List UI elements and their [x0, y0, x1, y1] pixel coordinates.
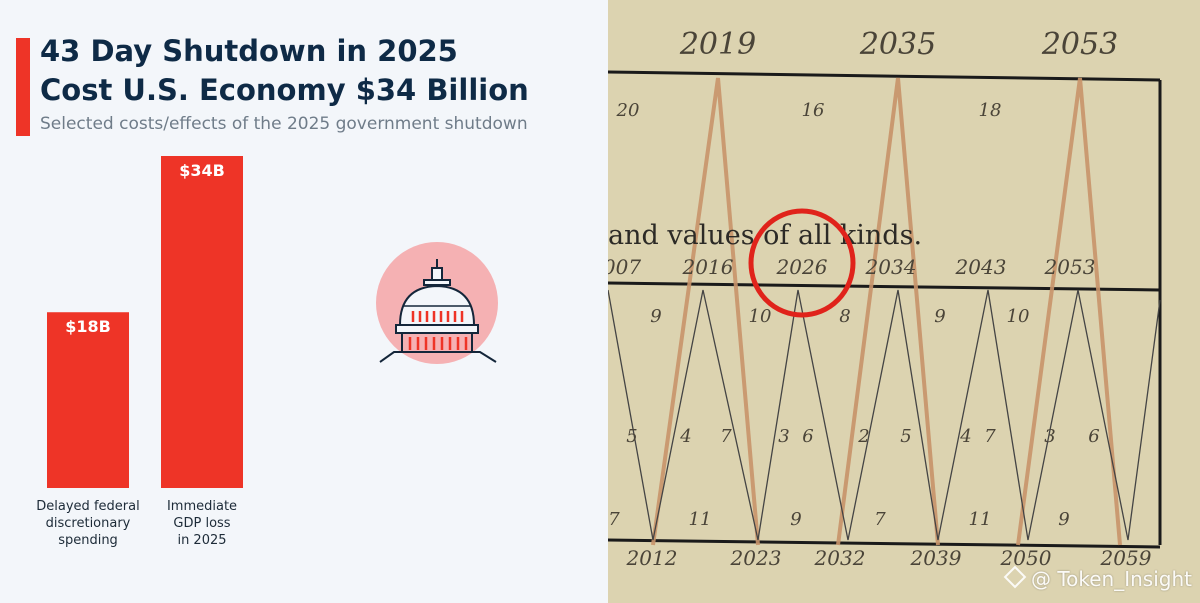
upper-gap-number: 9 [934, 306, 945, 327]
side-number: 6 [1088, 426, 1099, 447]
side-number: 3 [778, 426, 789, 447]
upper-gap-number: 10 [1007, 306, 1030, 327]
side-number: 7 [984, 426, 996, 447]
chart-subtitle: Selected costs/effects of the 2025 gover… [40, 114, 528, 134]
top-gap-number: 18 [979, 100, 1002, 121]
category-label-delayed-spending: Delayed federal discretionary spending [28, 498, 148, 549]
top-year-label: 2053 [1041, 27, 1118, 62]
lower-gap-number: 9 [790, 509, 801, 530]
watermark: @ Token_Insight [1003, 565, 1192, 591]
mid-year-label: 2034 [865, 255, 917, 279]
category-label-line: in 2025 [177, 533, 227, 548]
highlight-circle [748, 208, 856, 318]
lower-gap-number: 11 [689, 509, 712, 530]
chart-title-line-2: Cost U.S. Economy $34 Billion [40, 73, 529, 107]
side-number: 4 [959, 426, 971, 447]
mid-year-label: 2053 [1044, 255, 1096, 279]
side-number: 3 [1044, 426, 1055, 447]
cycle-chart-photo: 2019 2035 2053 20 16 18 and values of all kind… [608, 0, 1200, 603]
category-label-line: Delayed federal [36, 499, 140, 514]
bottom-year-label: 2059 [1100, 546, 1152, 570]
category-label-line: spending [58, 533, 118, 548]
watermark-text: @ Token_Insight [1030, 567, 1192, 591]
bottom-year-label: 2023 [730, 546, 782, 570]
title-accent-bar [16, 38, 30, 136]
bar-value-label-1: $34B [179, 161, 225, 180]
category-label-line: discretionary [45, 516, 131, 531]
lower-gap-number: 7 [608, 509, 620, 530]
side-number: 6 [802, 426, 813, 447]
upper-gap-number: 8 [839, 306, 850, 327]
bottom-year-label: 2050 [1000, 546, 1052, 570]
category-label-line: Immediate [166, 499, 238, 514]
top-gap-number: 20 [616, 100, 640, 121]
chart-title: 43 Day Shutdown in 2025 Cost U.S. Econom… [40, 32, 529, 110]
mid-year-label: 007 [608, 255, 641, 279]
top-gap-number: 16 [802, 100, 825, 121]
side-number: 4 [679, 426, 691, 447]
bar-chart: $18B $34B [47, 156, 498, 488]
top-year-label: 2019 [679, 27, 756, 62]
side-number: 5 [900, 426, 911, 447]
bar-value-label-0: $18B [65, 317, 111, 336]
chart-title-line-1: 43 Day Shutdown in 2025 [40, 34, 458, 68]
bottom-year-label: 2039 [910, 546, 962, 570]
upper-gap-number: 10 [749, 306, 772, 327]
binance-logo-icon [1003, 565, 1027, 589]
bar-0 [47, 312, 129, 488]
category-label-gdp-loss: Immediate GDP loss in 2025 [142, 498, 262, 549]
upper-gap-number: 9 [650, 306, 661, 327]
lower-gap-number: 7 [874, 509, 886, 530]
category-label-line: GDP loss [173, 516, 231, 531]
lower-gap-number: 9 [1058, 509, 1069, 530]
side-number: 5 [626, 426, 637, 447]
side-number: 2 [857, 426, 869, 447]
mid-year-label: 2043 [955, 255, 1007, 279]
lower-gap-number: 11 [969, 509, 992, 530]
bottom-year-label: 2012 [626, 546, 678, 570]
infographic-panel: 43 Day Shutdown in 2025 Cost U.S. Econom… [0, 0, 608, 603]
side-number: 7 [720, 426, 732, 447]
bar-1 [161, 156, 243, 488]
mid-year-label: 2026 [776, 255, 828, 279]
bottom-year-label: 2032 [814, 546, 866, 570]
top-year-label: 2035 [859, 27, 936, 62]
capitol-building-icon [376, 242, 498, 364]
mid-year-label: 2016 [682, 255, 734, 279]
